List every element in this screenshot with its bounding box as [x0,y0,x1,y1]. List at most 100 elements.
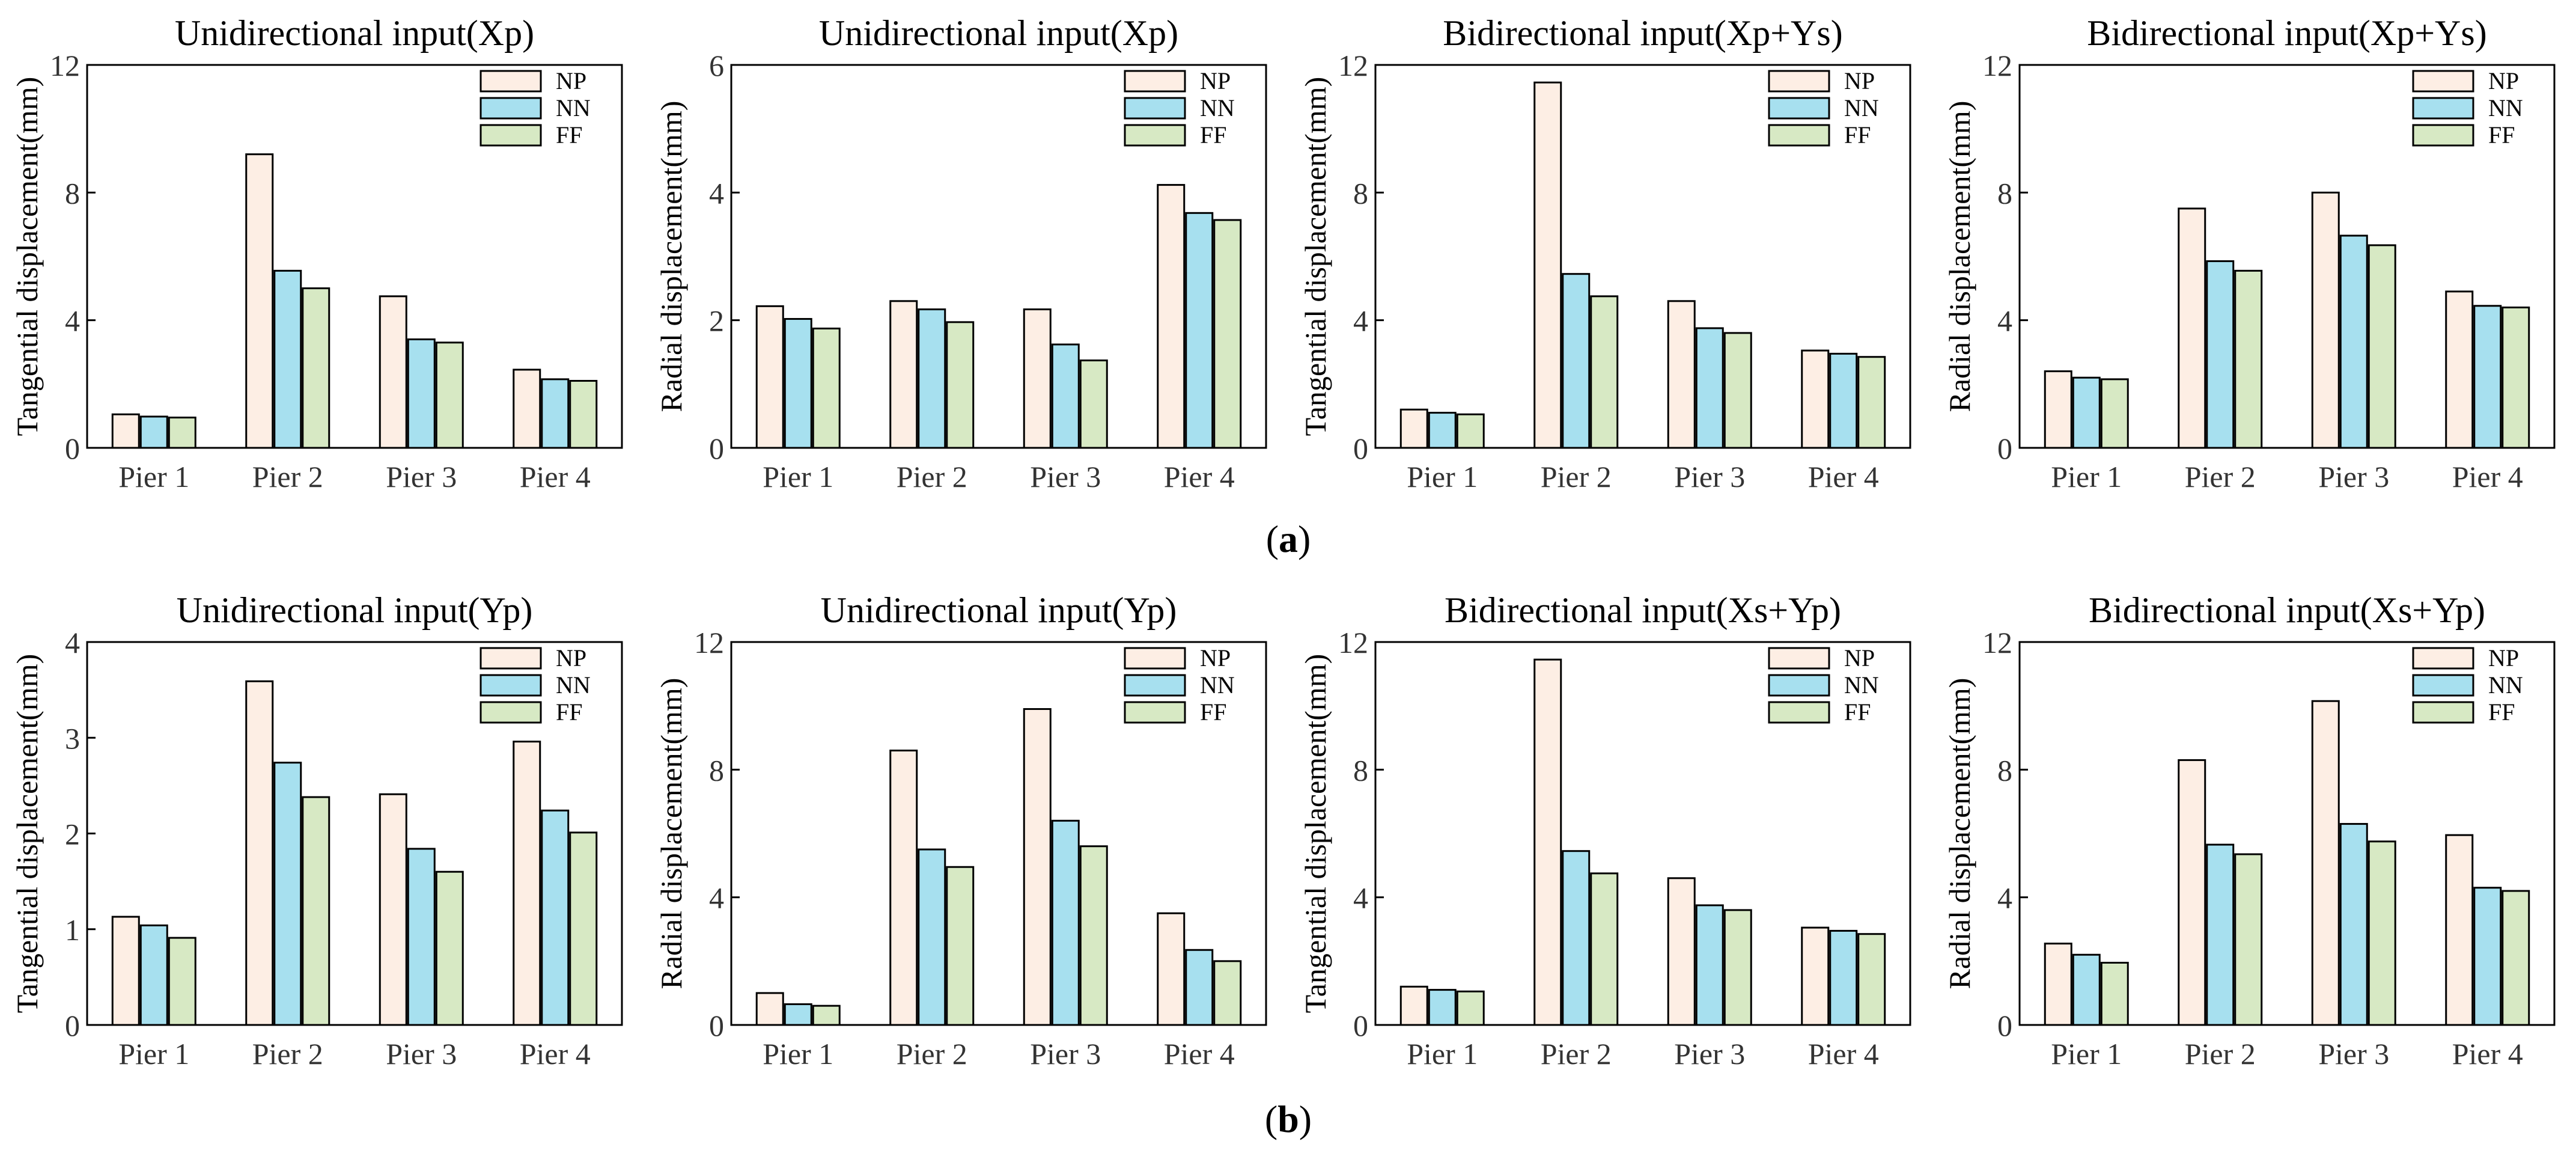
x-tick-label: Pier 2 [2185,460,2256,494]
bar-nn [273,762,302,1026]
bar-nn [407,338,436,449]
panel-label-b: (b) [1264,1098,1312,1140]
legend-swatch-np [2412,647,2474,670]
legend-label: FF [1844,699,1871,726]
x-tick-label: Pier 3 [1030,1037,1101,1071]
chart-title: Unidirectional input(Yp) [821,590,1177,630]
chart-svg: Bidirectional input(Xp+Ys) 0 4 8 12Tangentia… [1299,13,1911,494]
x-tick-label: Pier 1 [118,1037,189,1071]
plot-frame [1374,641,1911,1026]
bar-np [1399,408,1428,449]
y-tick-label: 6 [709,49,724,82]
plot-frame [2018,64,2556,449]
x-tick-label: Pier 3 [2318,1037,2389,1071]
x-tick-label: Pier 4 [1164,1037,1235,1071]
legend-label: NP [1200,67,1231,94]
bar-nn [139,415,168,449]
legend-swatch-np [1124,647,1186,670]
plot-frame [730,641,1267,1026]
legend-swatch-nn [480,97,542,120]
y-axis-label: Radial displacement(mm) [1943,678,1976,989]
bar-nn [2072,376,2101,449]
bar-ff [2234,853,2263,1026]
bar-nn [1695,904,1724,1026]
bar-ff [569,380,598,449]
legend-label: NP [1844,67,1875,94]
bar-ff [2100,961,2129,1026]
bar-nn [2072,953,2101,1026]
bar-ff [2367,840,2396,1026]
legend-label: NP [2488,644,2519,671]
legend-label: NN [2488,671,2523,699]
bar-nn [1562,273,1591,449]
y-tick-label: 8 [65,176,80,210]
y-tick-label: 0 [65,432,80,465]
bar-nn [1185,212,1214,449]
legend-label: FF [2488,699,2515,726]
bar-np [2445,834,2474,1026]
legend-swatch-np [1768,647,1830,670]
y-tick-label: 0 [1353,1009,1368,1042]
chart-a4: Bidirectional input(Xp+Ys) 0 4 8 12 Radial di… [1932,0,2576,499]
y-tick-label: 8 [1997,753,2012,787]
legend-label: FF [556,121,583,148]
bar-ff [1857,356,1886,449]
bar-np [1157,184,1186,449]
bar-np [1667,877,1696,1026]
bar-ff [1456,990,1485,1026]
legend-label: NN [556,94,591,121]
bar-ff [1213,960,1242,1026]
x-tick-label: Pier 1 [118,460,189,494]
legend-label: FF [556,699,583,726]
bar-np [1157,912,1186,1026]
bar-np [2044,370,2072,449]
bar-ff [1723,332,1752,449]
bar-ff [168,937,196,1026]
bar-nn [1829,352,1858,449]
legend-swatch-ff [1124,701,1186,724]
y-axis-label: Tangential displacement(mm) [1299,77,1332,436]
bar-nn [1051,343,1080,449]
x-tick-label: Pier 1 [2051,460,2122,494]
panel-label-a: (a) [1265,518,1311,560]
x-tick-label: Pier 2 [1541,460,1612,494]
plot-frame [730,64,1267,449]
bar-ff [1723,909,1752,1026]
x-tick-label: Pier 2 [2185,1037,2256,1071]
legend-label: NN [556,671,591,699]
bar-nn [2206,260,2235,449]
y-tick-label: 4 [709,881,724,915]
bar-np [1023,708,1052,1026]
bar-nn [2339,823,2368,1026]
plot-frame [86,64,623,449]
y-tick-label: 0 [65,1009,80,1042]
legend-swatch-np [2412,70,2474,93]
chart-b3: Bidirectional input(Xs+Yp) 0 4 8 12 Tangentia… [1288,577,1932,1076]
x-tick-label: Pier 3 [1674,460,1745,494]
x-tick-label: Pier 3 [1674,1037,1745,1071]
bar-np [1023,308,1052,449]
x-tick-label: Pier 4 [2452,1037,2523,1071]
y-tick-label: 4 [65,304,80,338]
x-tick-label: Pier 1 [1407,460,1478,494]
plot-frame [2018,641,2556,1026]
bar-nn [1428,412,1457,449]
x-tick-label: Pier 4 [520,460,591,494]
y-axis-label: Radial displacement(mm) [654,101,688,412]
x-tick-label: Pier 4 [520,1037,591,1071]
legend-label: FF [1200,121,1227,148]
legend-label: NN [1200,671,1235,699]
x-tick-label: Pier 3 [2318,460,2389,494]
y-tick-label: 4 [1997,881,2012,915]
bar-np [2178,207,2206,449]
bar-nn [2339,234,2368,449]
legend-swatch-nn [2412,97,2474,120]
bar-ff [2234,269,2263,449]
bar-ff [1590,872,1619,1026]
legend-label: FF [1844,121,1871,148]
bar-nn [407,848,436,1026]
legend-label: NP [2488,67,2519,94]
legend-swatch-ff [1768,701,1830,724]
chart-b1: Unidirectional input(Yp) 0 1 2 3 4 Tangential … [0,577,644,1076]
